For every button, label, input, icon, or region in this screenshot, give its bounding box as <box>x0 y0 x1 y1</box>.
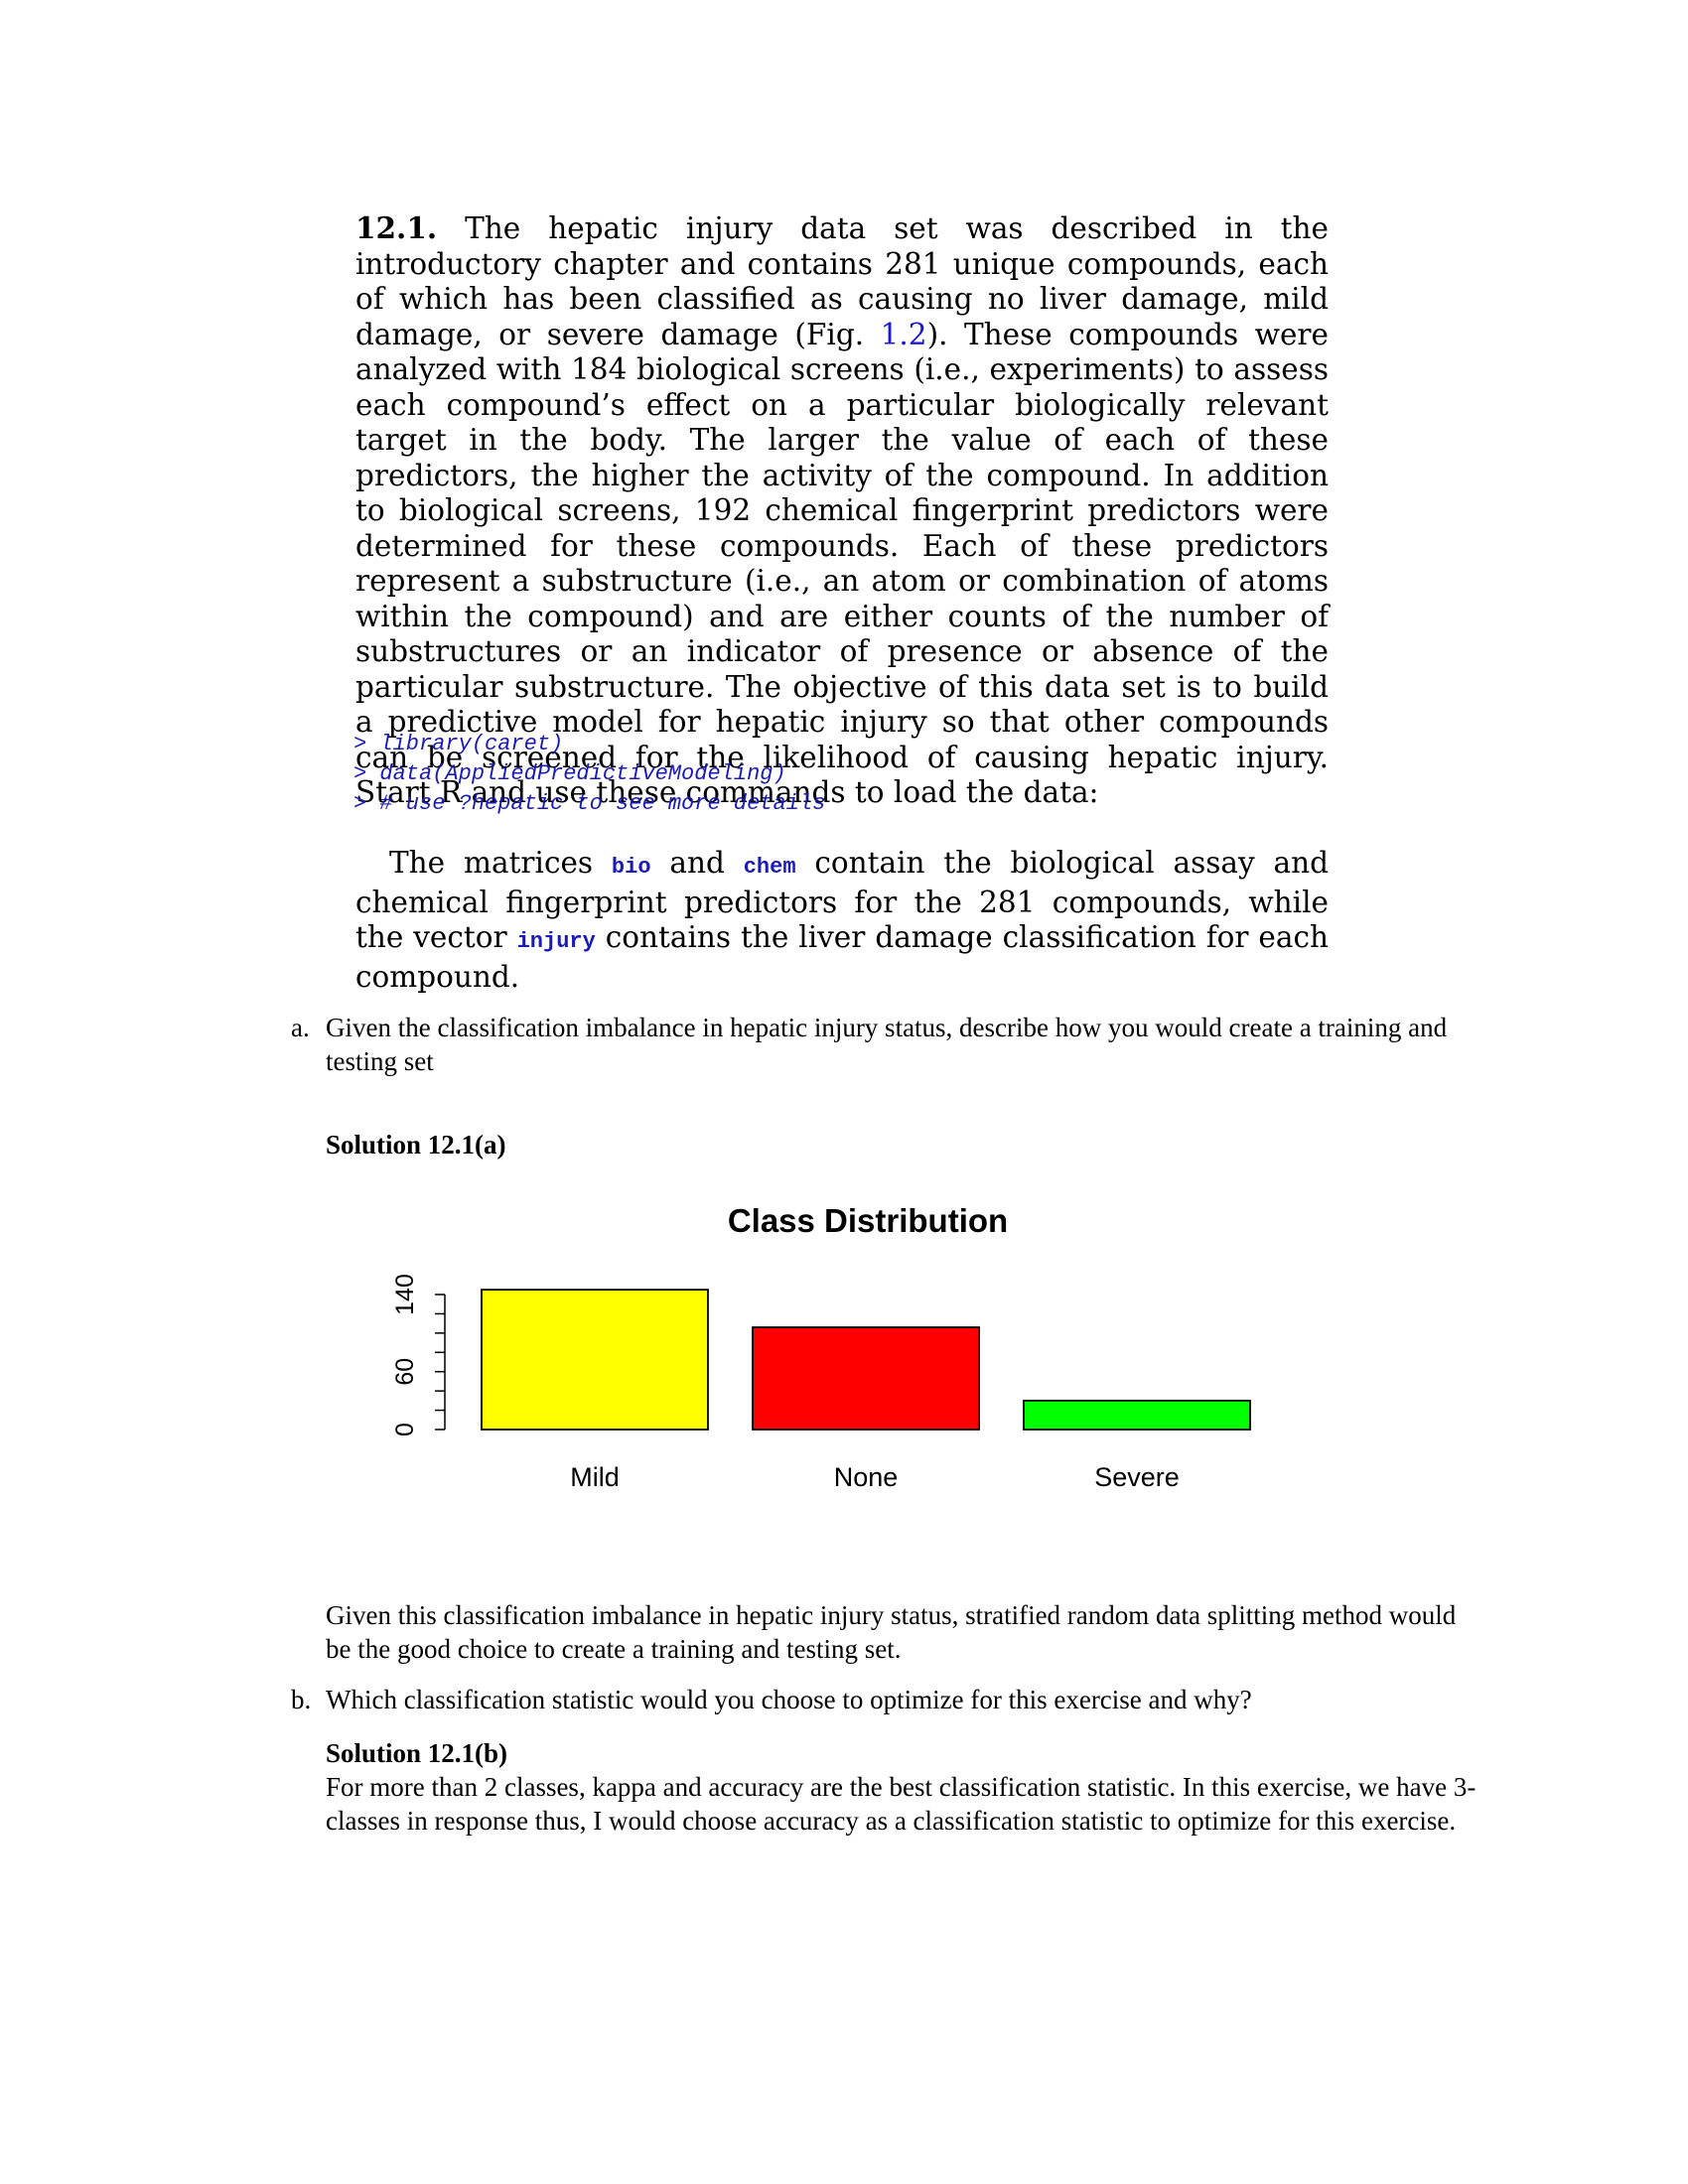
matrices-text: and <box>650 846 744 880</box>
figure-link[interactable]: 1.2 <box>880 317 927 351</box>
code-chem: chem <box>743 855 796 880</box>
code-injury: injury <box>516 929 596 954</box>
solution-b-text: For more than 2 classes, kappa and accur… <box>326 1772 1477 1836</box>
question-a-text: Given the classification imbalance in he… <box>326 1013 1448 1076</box>
matrices-paragraph: The matrices bio and chem contain the bi… <box>355 846 1329 995</box>
bar-mild <box>481 1289 709 1431</box>
problem-number: 12.1. <box>355 210 438 245</box>
solution-a-text: Given this classification imbalance in h… <box>326 1600 1457 1664</box>
matrices-text: contain the biological assay and chemica… <box>355 846 1329 954</box>
question-b-marker: b. <box>291 1685 312 1714</box>
y-axis: 0 60 140 <box>391 1274 446 1436</box>
code-line: > # use ?hepatic to see more details <box>353 791 826 816</box>
problem-statement: 12.1. The hepatic injury data set was de… <box>355 210 1329 811</box>
category-labels: Mild None Severe <box>570 1462 1180 1492</box>
bar-none <box>752 1326 980 1431</box>
category-label-severe: Severe <box>1094 1462 1180 1492</box>
question-a: a. Given the classification imbalance in… <box>291 1011 1477 1078</box>
solution-b: Solution 12.1(b) For more than 2 classes… <box>326 1736 1477 1838</box>
problem-text-1: The hepatic injury data set was describe… <box>355 211 1329 351</box>
code-line: > data(AppliedPredictiveModeling) <box>353 761 786 786</box>
chart-title: Class Distribution <box>728 1202 1008 1239</box>
question-a-marker: a. <box>291 1013 310 1042</box>
y-tick-label: 60 <box>391 1358 419 1386</box>
bars <box>481 1289 1251 1431</box>
code-block: > library(caret) > data(AppliedPredictiv… <box>353 730 825 819</box>
question-b: b. Which classification statistic would … <box>291 1683 1477 1716</box>
category-label-mild: Mild <box>570 1462 620 1492</box>
category-label-none: None <box>834 1462 899 1492</box>
code-line: > library(caret) <box>353 732 564 756</box>
solution-a-title: Solution 12.1(a) <box>326 1130 506 1160</box>
solution-b-title: Solution 12.1(b) <box>326 1738 508 1768</box>
y-tick-label: 0 <box>391 1423 419 1436</box>
matrices-text: contains the liver damage classification… <box>355 920 1329 994</box>
y-tick-label: 140 <box>391 1274 419 1315</box>
bar-severe <box>1023 1399 1251 1431</box>
matrices-text: The matrices <box>389 846 612 880</box>
question-b-text: Which classification statistic would you… <box>326 1685 1252 1714</box>
problem-text-2: ). These compounds were analyzed with 18… <box>355 317 1329 810</box>
code-bio: bio <box>611 855 651 880</box>
